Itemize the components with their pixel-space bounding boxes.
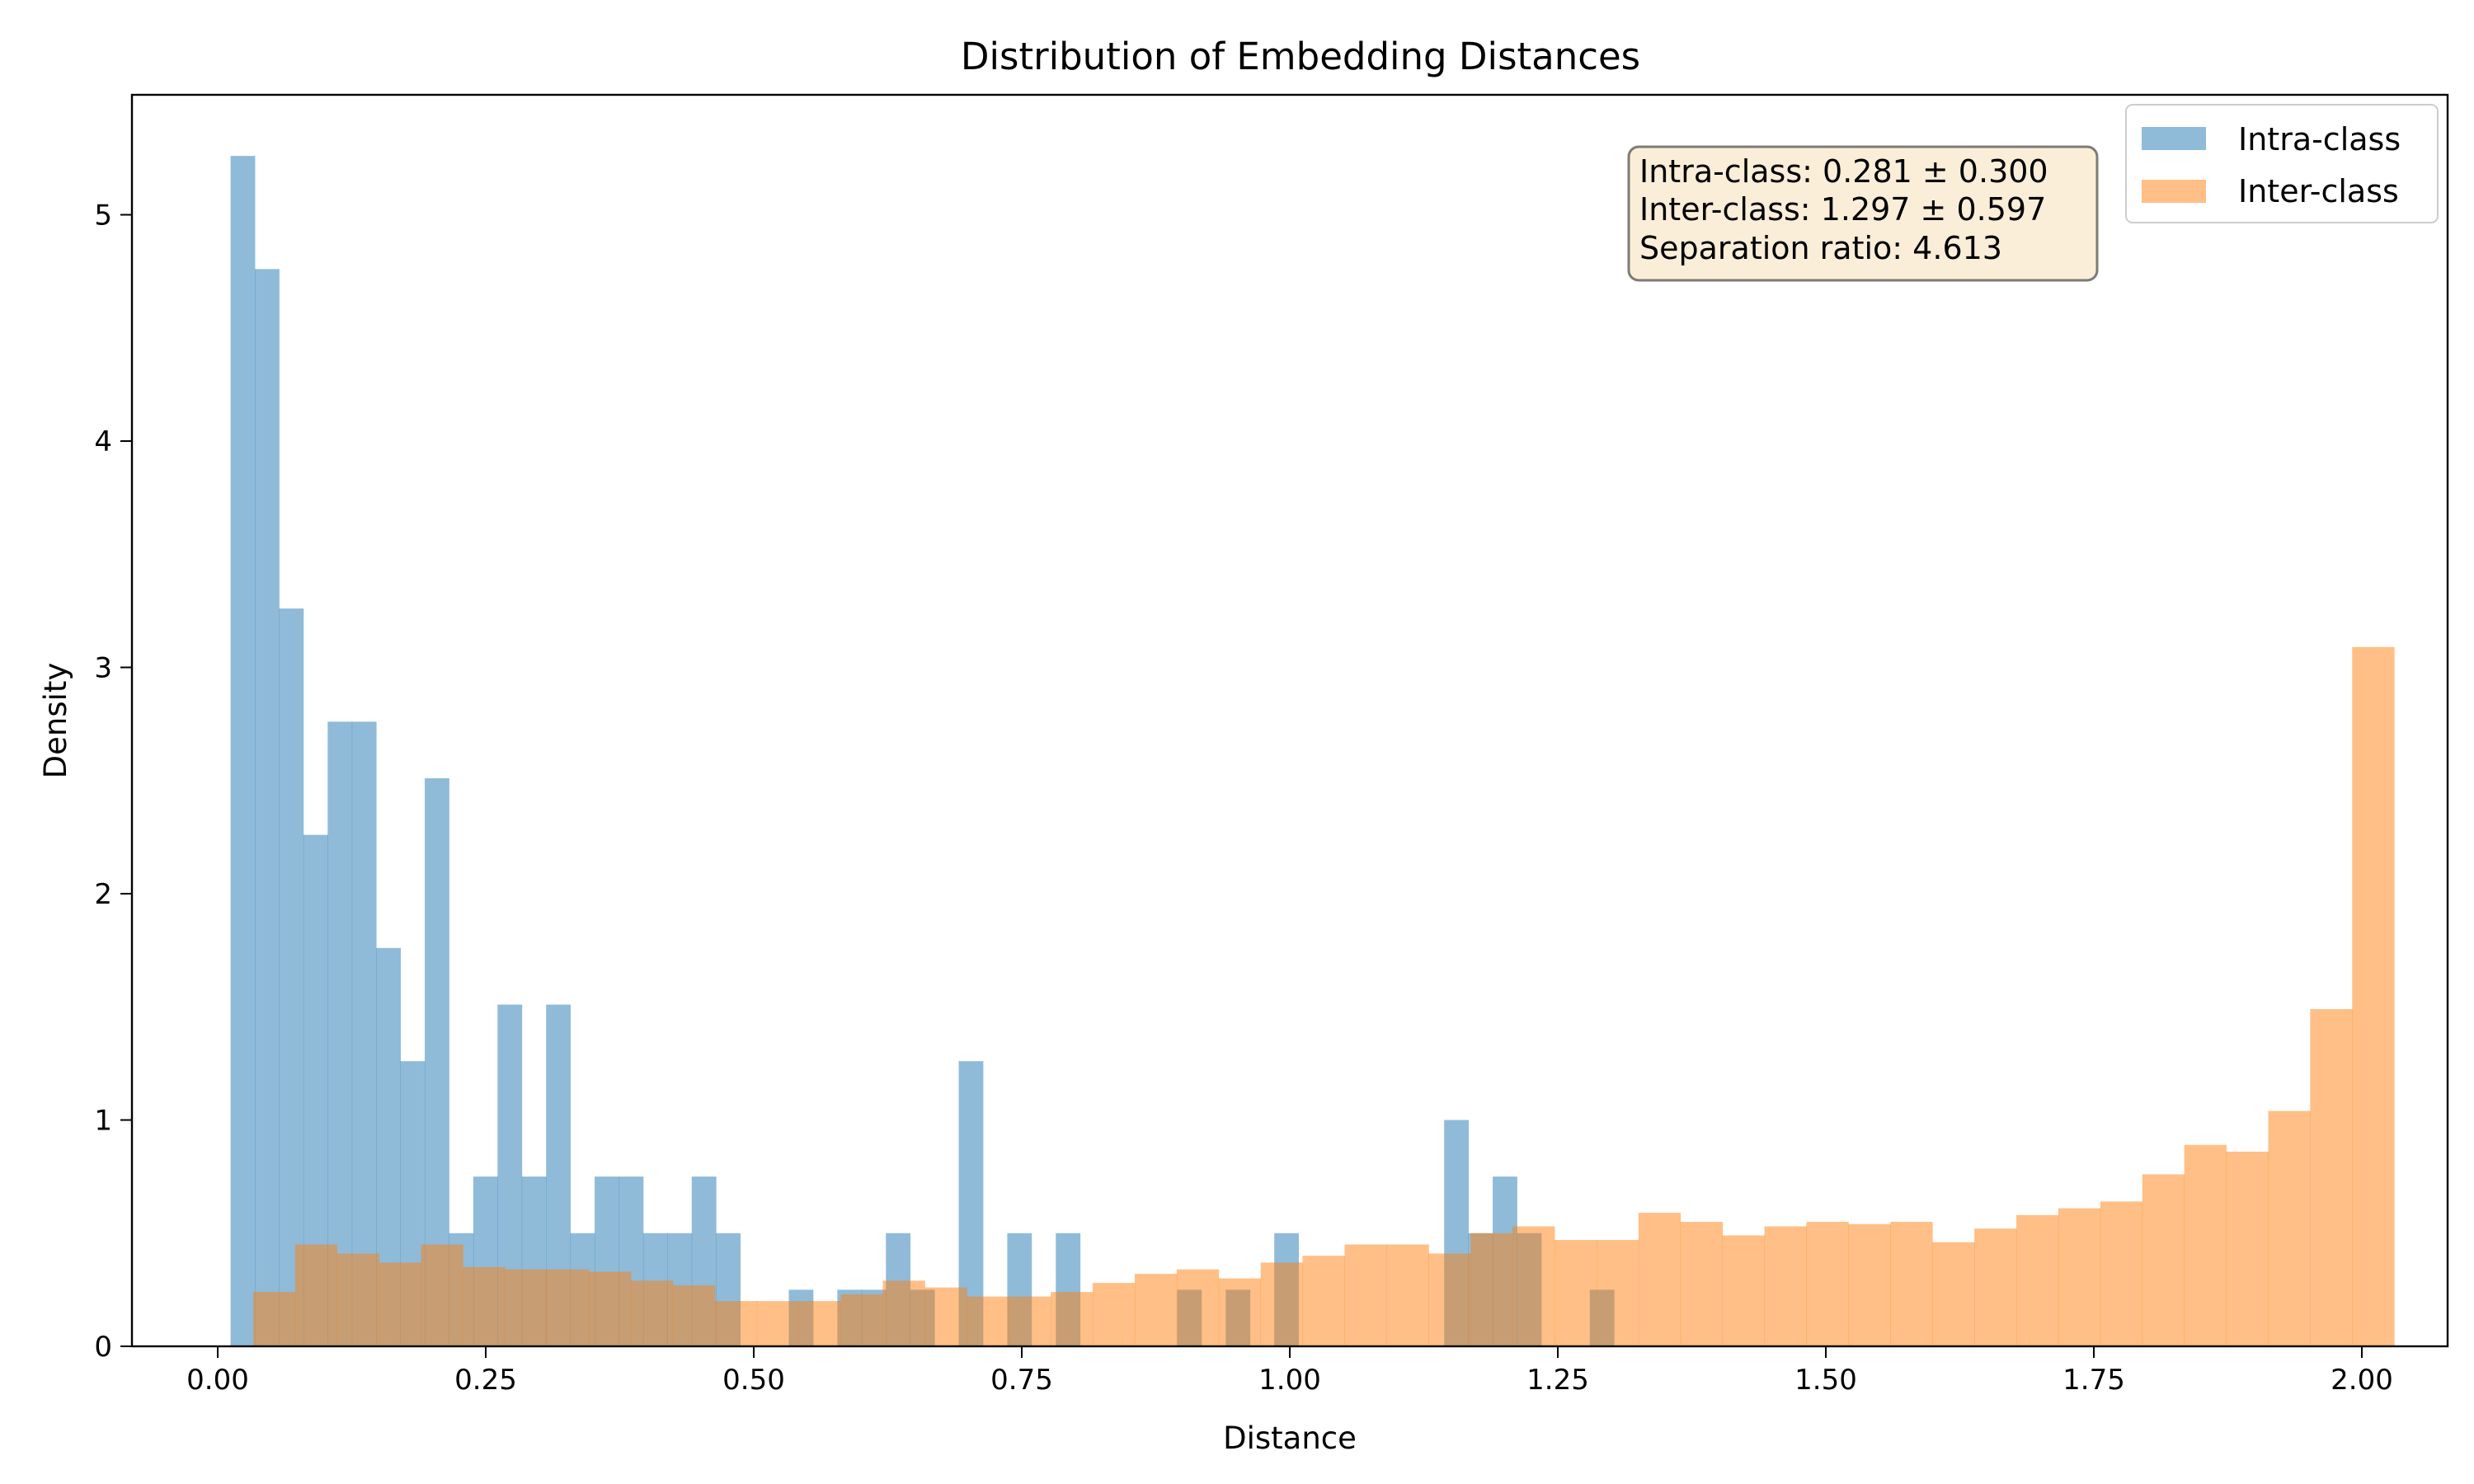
histogram-bar [1344,1244,1387,1346]
x-tick-label: 1.00 [1258,1364,1321,1397]
y-axis-label: Density [38,663,73,779]
histogram-bar [1848,1223,1891,1346]
histogram-bar [1722,1235,1765,1346]
histogram-bar [294,1244,338,1346]
legend-label-intra-class: Intra-class [2238,121,2401,157]
y-tick-label: 2 [94,878,112,911]
stats-box-background [1627,145,2099,282]
histogram-bar [379,1262,421,1346]
histogram-bar [327,721,353,1346]
histogram-bar [2184,1144,2227,1346]
y-axis-ticks: 0 1 2 3 4 5 [94,199,132,1364]
histogram-bar [351,721,377,1346]
histogram-bar [505,1269,548,1346]
y-tick-label: 0 [94,1331,112,1364]
histogram-bar [463,1266,506,1346]
histogram-bar [1260,1262,1303,1346]
x-tick-label: 0.00 [186,1364,249,1397]
histogram-bar [2058,1208,2101,1346]
legend-label-inter-class: Inter-class [2238,173,2399,209]
series-inter-class [252,646,2395,1346]
histogram-bar [882,1280,925,1346]
histogram-bar [1218,1278,1262,1346]
y-tick-label: 3 [94,651,112,684]
histogram-bar [547,1269,590,1346]
histogram-bar [1806,1222,1849,1346]
histogram-bar [1051,1292,1094,1346]
histogram-bar [230,156,256,1346]
legend-swatch-inter-class [2142,180,2206,203]
histogram-bar [421,1244,463,1346]
histogram-bar [1680,1222,1724,1346]
legend-swatch-intra-class [2142,127,2206,150]
plot-area-background [132,95,2448,1346]
x-axis-ticks: 0.00 0.25 0.50 0.75 1.00 1.25 1.50 1.75 2.00 [186,1346,2393,1397]
histogram-bar [1764,1226,1807,1346]
stats-box: Intra-class: 0.281 ± 0.300 Inter-class: … [1627,145,2099,282]
histogram-bar [798,1301,842,1346]
histogram-bar [1512,1226,1555,1346]
histogram-bar [2100,1201,2143,1346]
histogram-bar [672,1284,716,1346]
histogram-bar [1932,1242,1975,1346]
histogram-bar [1386,1244,1429,1346]
histogram-bar [2142,1174,2185,1346]
histogram-bar [1638,1213,1681,1346]
x-tick-label: 1.25 [1526,1364,1589,1397]
legend: Intra-class Inter-class [2125,104,2439,223]
histogram-bar [1554,1239,1597,1346]
stats-line-intra: Intra-class: 0.281 ± 0.300 [1639,153,2048,190]
histogram-bar [2226,1151,2269,1346]
stats-line-inter: Inter-class: 1.297 ± 0.597 [1639,191,2046,228]
histogram-bar [967,1296,1009,1346]
histogram-bar [1176,1269,1220,1346]
histogram-bar [1093,1283,1136,1346]
histogram-bar [252,1292,296,1346]
histogram-bar [2016,1214,2059,1346]
y-tick-label: 1 [94,1104,112,1137]
x-tick-label: 0.75 [990,1364,1053,1397]
histogram-bar [255,269,280,1346]
histogram-bar [840,1294,883,1346]
histogram-bar [2268,1111,2311,1346]
x-tick-label: 2.00 [2331,1364,2393,1397]
histogram-bar [1009,1296,1051,1346]
chart-title: Distribution of Embedding Distances [961,35,1640,78]
histogram-bar [1302,1256,1345,1346]
histogram-bar [2352,646,2395,1346]
histogram-bar [336,1253,380,1346]
histogram-bar [1428,1253,1471,1346]
histogram-bar [1596,1239,1639,1346]
histogram-bar [1470,1233,1513,1346]
bars-layer [230,156,2395,1346]
x-tick-label: 1.75 [2062,1364,2125,1397]
y-tick-label: 4 [94,425,112,458]
histogram-bar [631,1280,674,1346]
histogram-bar [589,1271,632,1346]
x-axis-label: Distance [1223,1421,1357,1456]
histogram-bar [714,1301,758,1346]
histogram-bar [279,608,304,1346]
histogram-bar [1134,1274,1178,1346]
histogram-bar [2310,1008,2353,1346]
histogram-bar [1974,1228,2017,1346]
histogram-bar [1890,1222,1933,1346]
histogram-bar [756,1301,800,1346]
histogram-bar [924,1287,967,1346]
y-tick-label: 5 [94,199,112,232]
x-tick-label: 1.50 [1794,1364,1857,1397]
x-tick-label: 0.50 [722,1364,785,1397]
x-tick-label: 0.25 [454,1364,517,1397]
stats-line-ratio: Separation ratio: 4.613 [1639,230,2002,266]
